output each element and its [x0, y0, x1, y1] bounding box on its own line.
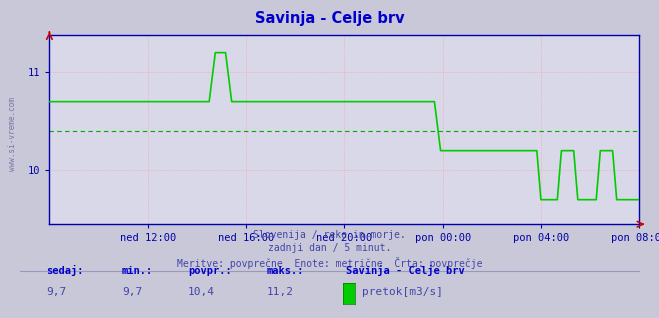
Text: 10,4: 10,4 — [188, 287, 215, 297]
Text: zadnji dan / 5 minut.: zadnji dan / 5 minut. — [268, 243, 391, 253]
Text: Savinja - Celje brv: Savinja - Celje brv — [254, 11, 405, 26]
Text: 9,7: 9,7 — [122, 287, 142, 297]
Text: Slovenija / reke in morje.: Slovenija / reke in morje. — [253, 230, 406, 239]
Text: sedaj:: sedaj: — [46, 265, 84, 276]
Text: www.si-vreme.com: www.si-vreme.com — [8, 97, 17, 170]
Text: min.:: min.: — [122, 266, 153, 276]
Text: Meritve: povprečne  Enote: metrične  Črta: povprečje: Meritve: povprečne Enote: metrične Črta:… — [177, 257, 482, 269]
Text: 9,7: 9,7 — [46, 287, 67, 297]
Text: pretok[m3/s]: pretok[m3/s] — [362, 287, 444, 297]
Text: 11,2: 11,2 — [267, 287, 294, 297]
Text: povpr.:: povpr.: — [188, 266, 231, 276]
Text: maks.:: maks.: — [267, 266, 304, 276]
Text: Savinja - Celje brv: Savinja - Celje brv — [346, 265, 465, 276]
